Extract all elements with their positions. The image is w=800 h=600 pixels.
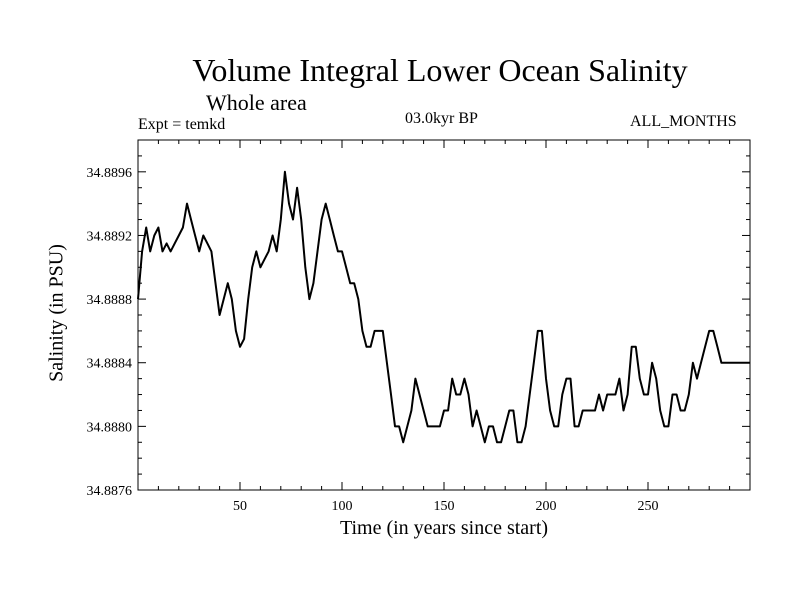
months-label: ALL_MONTHS [630,113,737,130]
y-tick-label: 34.8892 [87,229,133,244]
axis-tick-labels: 50 100 150 200 250 34.8876 34.8880 34.8884 34.88… [87,166,659,514]
x-axis-label: Time (in years since start) [339,517,549,539]
salinity-series-line [137,170,750,444]
y-tick-label: 34.8880 [87,420,133,435]
plot-frame [137,139,751,491]
x-tick-label: 100 [332,499,353,514]
y-tick-label: 34.8884 [87,357,133,372]
x-tick-label: 50 [233,499,247,514]
chart-title: Volume Integral Lower Ocean Salinity [192,52,688,88]
x-tick-label: 200 [536,499,557,514]
chart-subtitle: Whole area [206,90,307,115]
y-tick-label: 34.8888 [87,293,133,308]
y-tick-label: 34.8876 [87,484,133,499]
experiment-label: Expt = temkd [138,116,226,133]
axis-ticks [138,140,750,491]
y-tick-label: 34.8896 [87,166,133,181]
x-tick-label: 250 [638,499,659,514]
x-tick-label: 150 [434,499,455,514]
period-label: 03.0kyr BP [405,110,478,127]
